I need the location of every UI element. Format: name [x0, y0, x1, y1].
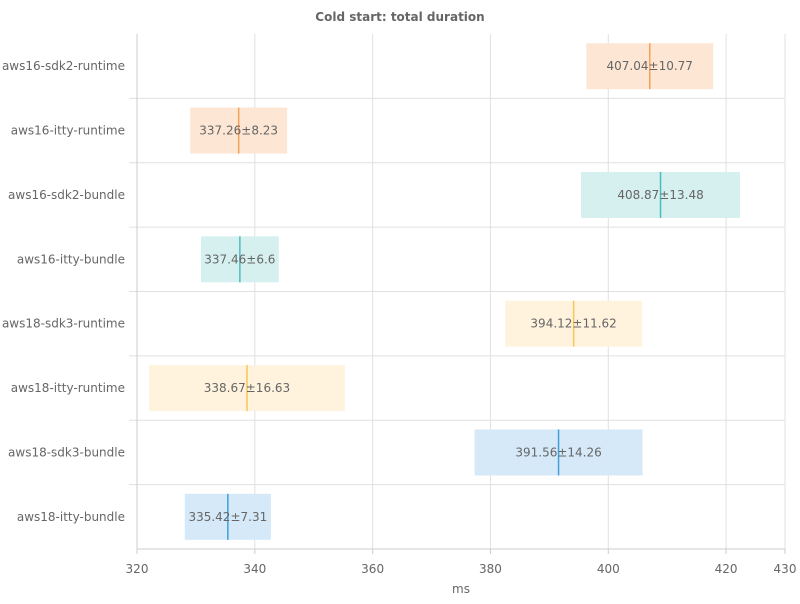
data-label: 335.42±7.31 [188, 510, 267, 524]
y-tick-label: aws18-sdk3-runtime [2, 317, 125, 331]
y-tick-label: aws16-itty-runtime [11, 124, 125, 138]
x-tick-label: 420 [715, 562, 738, 576]
data-label: 337.26±8.23 [199, 124, 278, 138]
x-tick-label: 400 [597, 562, 620, 576]
data-label: 391.56±14.26 [515, 445, 601, 459]
y-tick-label: aws16-sdk2-runtime [2, 59, 125, 73]
x-tick-label: 340 [243, 562, 266, 576]
data-label: 408.87±13.48 [617, 188, 703, 202]
chart-title: Cold start: total duration [315, 10, 484, 24]
data-label: 337.46±6.6 [204, 252, 275, 266]
bars: 407.04±10.77 337.26±8.23 408.87±13.48 337.4… [149, 43, 740, 540]
x-tick-label: 360 [361, 562, 384, 576]
data-label: 407.04±10.77 [607, 59, 693, 73]
y-tick-label: aws18-itty-bundle [17, 510, 125, 524]
data-label: 394.12±11.62 [530, 317, 616, 331]
y-tick-label: aws18-sdk3-bundle [8, 445, 125, 459]
x-tick-label: 380 [479, 562, 502, 576]
x-tick-label: 430 [774, 562, 797, 576]
data-label: 338.67±16.63 [204, 381, 290, 395]
y-tick-label: aws16-itty-bundle [17, 252, 125, 266]
y-tick-label: aws18-itty-runtime [11, 381, 125, 395]
x-tick-label: 320 [126, 562, 149, 576]
grid [129, 34, 786, 549]
x-axis-label: ms [452, 582, 470, 596]
axes: 320 340 360 380 400 420 430 aws16-sdk2-runtime a… [2, 34, 797, 576]
y-tick-label: aws16-sdk2-bundle [8, 188, 125, 202]
